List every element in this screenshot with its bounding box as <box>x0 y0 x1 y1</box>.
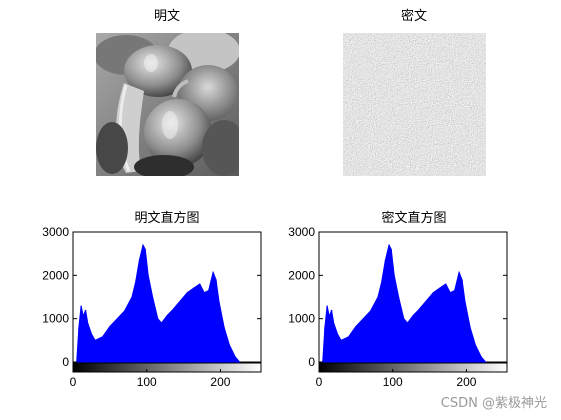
x-tick-label-200: 200 <box>456 375 476 389</box>
y-tick-label-2000: 2000 <box>42 268 69 282</box>
cipher-histogram-chart: 0 1000 2000 3000 0 100 200 <box>288 225 508 389</box>
y-tick-label-0: 0 <box>62 355 69 369</box>
grayscale-peppers-photo-icon <box>96 33 239 176</box>
x-tick-label-100: 100 <box>137 375 157 389</box>
colorbar <box>72 362 262 373</box>
plain-hist-title: 明文直方图 <box>134 211 200 226</box>
y-tick-label-1000: 1000 <box>42 312 69 326</box>
y-tick-label-0: 0 <box>308 355 315 369</box>
x-tick-label-200: 200 <box>210 375 230 389</box>
x-tick-label-100: 100 <box>383 375 403 389</box>
cipher-image-title: 密文 <box>400 9 427 24</box>
plain-image-title: 明文 <box>153 9 180 24</box>
x-tick-label-0: 0 <box>316 375 323 389</box>
cipher-image <box>342 32 487 177</box>
watermark: CSDN @紫极神光 <box>440 396 547 411</box>
y-tick-label-3000: 3000 <box>288 225 315 239</box>
y-tick-label-3000: 3000 <box>42 225 69 239</box>
grayscale-noise-image-icon <box>343 33 486 176</box>
plain-image <box>95 32 240 177</box>
cipher-hist-title: 密文直方图 <box>381 211 447 226</box>
y-tick-label-2000: 2000 <box>288 268 315 282</box>
x-tick-label-0: 0 <box>70 375 77 389</box>
plain-histogram-chart: 0 1000 2000 3000 0 100 200 <box>42 225 262 389</box>
y-tick-label-1000: 1000 <box>288 312 315 326</box>
colorbar <box>318 362 508 373</box>
